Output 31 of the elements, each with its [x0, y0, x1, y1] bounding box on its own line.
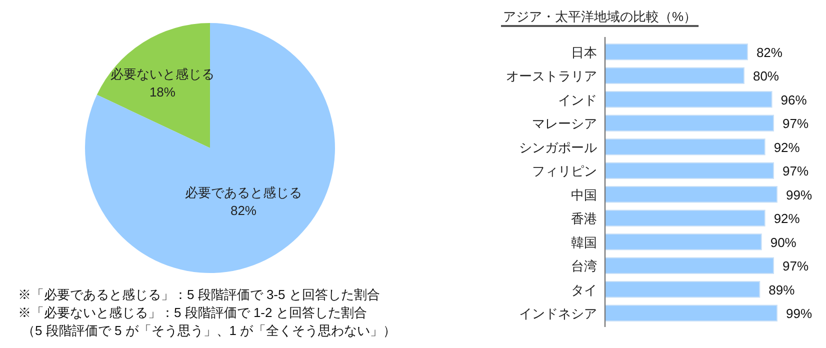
y-tick-label: シンガポール	[519, 140, 597, 155]
y-tick-label: フィリピン	[532, 164, 597, 179]
data-label: 97%	[782, 116, 809, 132]
data-label: 96%	[780, 92, 808, 108]
y-tick-label: 日本	[571, 44, 597, 60]
data-label: 82%	[230, 202, 257, 218]
data-label: 97%	[782, 164, 809, 179]
slice-label: 必要であると感じる	[184, 184, 302, 200]
data-label: 92%	[774, 140, 800, 155]
data-label: 90%	[770, 234, 797, 250]
y-tick-label: 台湾	[571, 258, 597, 274]
text: ※「必要ないと感じる」：5 段階評価で 1-2 と回答した割合	[18, 305, 367, 320]
data-label: 99%	[786, 306, 812, 322]
y-tick-label: マレーシア	[532, 116, 597, 132]
y-tick-label: 韓国	[571, 234, 597, 250]
data-label: 82%	[756, 44, 783, 60]
data-label: 97%	[782, 258, 809, 274]
y-tick-label: タイ	[571, 282, 597, 298]
y-tick-label: インド	[558, 92, 597, 108]
text: ※「必要であると感じる」：5 段階評価で 3-5 と回答した割合	[18, 287, 380, 302]
y-tick-label: 香港	[571, 211, 597, 226]
chart-title: アジア・太平洋地域の比較（%）	[503, 9, 697, 24]
data-label: 89%	[768, 282, 796, 298]
data-label: 18%	[149, 84, 176, 100]
y-tick-label: 中国	[571, 187, 597, 202]
data-label: 99%	[786, 187, 812, 202]
data-label: 92%	[774, 211, 800, 226]
y-tick-label: オーストラリア	[506, 68, 597, 84]
text: （5 段階評価で 5 が「そう思う」、1 が「全くそう思わない」）	[22, 323, 396, 338]
y-tick-label: インドネシア	[519, 306, 597, 322]
data-label: 80%	[752, 68, 780, 84]
